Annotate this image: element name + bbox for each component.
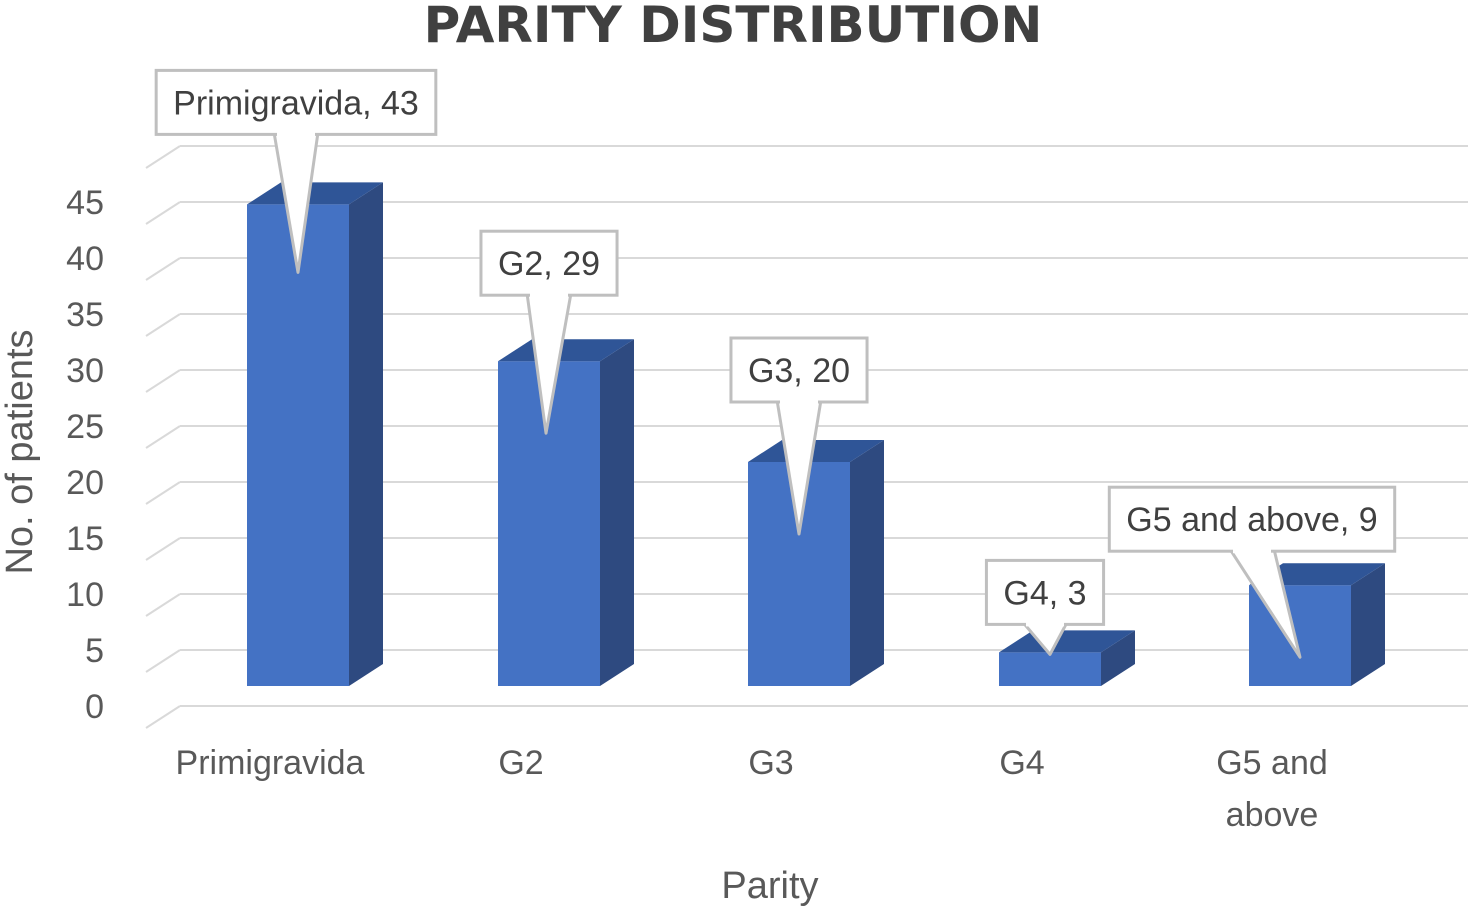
y-axis-title: No. of patients <box>0 329 41 574</box>
x-category-text: G4 <box>999 744 1044 782</box>
bar-1 <box>247 182 383 686</box>
callout-joint <box>1026 621 1064 627</box>
bar-4 <box>999 630 1135 686</box>
data-label: G5 and above, 9 <box>1126 501 1377 539</box>
bar-side <box>850 440 884 686</box>
bar-front <box>247 204 349 686</box>
y-tick-label: 20 <box>66 464 104 502</box>
bar-top <box>247 182 383 205</box>
y-tick-label: 0 <box>85 688 104 726</box>
chart-title: PARITY DISTRIBUTION <box>424 0 1043 54</box>
gridline-depth <box>145 201 181 225</box>
gridline-depth <box>145 481 181 505</box>
y-tick-label: 25 <box>66 408 104 446</box>
data-label: G4, 3 <box>1003 574 1086 612</box>
y-tick-label: 5 <box>85 632 104 670</box>
y-tick-label: 10 <box>66 576 104 614</box>
gridline-depth <box>145 313 181 337</box>
data-label: G2, 29 <box>498 245 600 283</box>
y-tick-label: 45 <box>66 184 104 222</box>
x-category-text: Primigravida <box>176 744 365 782</box>
data-label-callout: G2, 29 <box>479 229 619 435</box>
y-tick-label: 30 <box>66 352 104 390</box>
bar-top <box>1249 563 1385 586</box>
gridline-depth <box>145 145 181 169</box>
gridline-depth <box>145 593 181 617</box>
y-tick-label: 40 <box>66 240 104 278</box>
callout-joint <box>277 131 315 137</box>
x-category-label: G5 and above <box>1216 744 1328 834</box>
bar-3 <box>748 440 884 686</box>
bar-top <box>498 339 634 362</box>
x-axis-categories: Primigravida G2 G3 G4 G5 and above <box>176 744 1328 834</box>
data-label: Primigravida, 43 <box>173 84 419 122</box>
x-category-text: G2 <box>498 744 543 782</box>
callout-joint <box>1233 548 1271 554</box>
data-label-callout: G4, 3 <box>984 558 1106 656</box>
callout-box <box>479 229 619 297</box>
gridline-depth <box>145 537 181 561</box>
x-category-text: G3 <box>748 744 793 782</box>
x-category-label: G2 <box>498 744 543 782</box>
data-label: G3, 20 <box>748 352 850 390</box>
gridline-depth <box>145 257 181 281</box>
bar-2 <box>498 339 634 686</box>
gridline-depth <box>145 705 181 729</box>
bar-side <box>1101 630 1135 686</box>
data-label-callout: Primigravida, 43 <box>154 68 438 274</box>
x-axis-title: Parity <box>721 865 818 907</box>
x-category-label: Primigravida <box>176 744 365 782</box>
x-category-text: above <box>1226 796 1319 834</box>
bar-side <box>1351 563 1385 686</box>
gridline-depth <box>145 369 181 393</box>
x-category-text: G5 and <box>1216 744 1328 782</box>
data-label-callouts: Primigravida, 43 G2, 29 G3, 20 G4, 3 G5 and … <box>154 68 1397 659</box>
y-axis-ticks: 0 5 10 15 20 25 30 35 40 45 <box>66 184 104 726</box>
gridline-depth <box>145 649 181 673</box>
y-tick-label: 35 <box>66 296 104 334</box>
bar-side <box>349 182 383 686</box>
gridline-depth <box>145 425 181 449</box>
x-category-label: G4 <box>999 744 1044 782</box>
y-tick-label: 15 <box>66 520 104 558</box>
x-category-label: G3 <box>748 744 793 782</box>
bar-side <box>600 339 634 686</box>
bar-top <box>748 440 884 462</box>
data-label-callout: G3, 20 <box>729 336 869 536</box>
bar-front <box>999 652 1101 686</box>
callout-joint <box>780 399 818 404</box>
callout-joint <box>530 292 568 298</box>
callout-box <box>154 68 438 136</box>
callout-box <box>729 336 869 404</box>
data-label-callout: G5 and above, 9 <box>1107 485 1397 659</box>
